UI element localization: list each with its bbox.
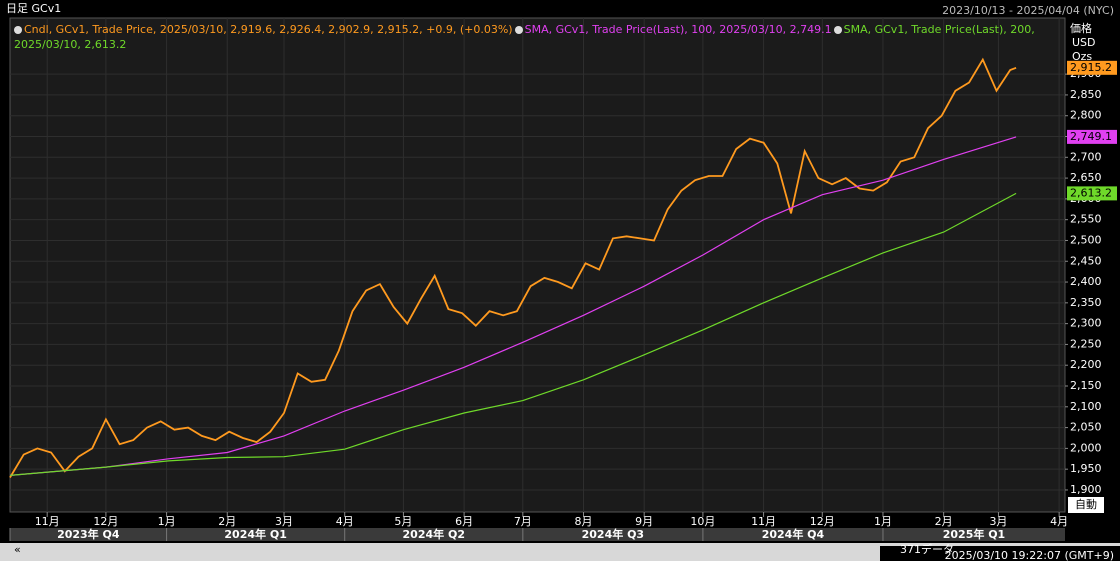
x-tick-label: 9月 — [635, 515, 653, 528]
plot-area — [9, 17, 1066, 513]
x-tick-label: 5月 — [394, 515, 412, 528]
last-value-label: 2,749.1 — [1070, 130, 1112, 143]
series-line — [9, 57, 1017, 478]
x-tick-label: 1月 — [158, 515, 176, 528]
y-tick-label: 2,700 — [1070, 150, 1102, 163]
scroll-left[interactable]: « — [14, 543, 21, 556]
quarter-bar — [10, 528, 1065, 541]
y-tick-label: 2,350 — [1070, 296, 1102, 309]
y-tick-label: 1,900 — [1070, 483, 1102, 496]
legend-text: Cndl, GCv1, Trade Price, 2025/03/10, 2,9… — [24, 23, 513, 36]
header-bar — [0, 0, 1120, 17]
x-tick-label: 2月 — [935, 515, 953, 528]
legend-icon[interactable] — [14, 26, 22, 34]
axis-header: 価格 — [1070, 21, 1092, 35]
legend-item[interactable]: SMA, GCv1, Trade Price(Last), 200, 2025/… — [14, 23, 1035, 51]
scale-mode-button[interactable] — [1068, 497, 1104, 513]
y-tick-label: 2,850 — [1070, 88, 1102, 101]
y-tick-label: 1,950 — [1070, 462, 1102, 475]
x-tick-label: 8月 — [574, 515, 592, 528]
legend-text: SMA, GCv1, Trade Price(Last), 100, 2025/… — [524, 23, 832, 36]
quarter-label: 2024年 Q2 — [403, 527, 465, 541]
last-value-tag — [1067, 186, 1117, 201]
legend-text: SMA, GCv1, Trade Price(Last), 200, 2025/… — [14, 23, 1035, 51]
axis-header: Ozs — [1072, 50, 1092, 63]
y-tick-label: 2,300 — [1070, 317, 1102, 330]
y-tick-label: 2,500 — [1070, 233, 1102, 246]
status-box — [880, 546, 1120, 561]
series-line — [9, 192, 1017, 476]
axis-header: USD — [1072, 36, 1096, 49]
scroll-bar[interactable] — [0, 543, 1120, 561]
legend-item[interactable]: SMA, GCv1, Trade Price(Last), 100, 2025/… — [514, 23, 832, 36]
quarter-label: 2024年 Q4 — [762, 527, 825, 541]
quarter-label: 2025年 Q1 — [943, 527, 1005, 541]
timestamp: 2025/03/10 19:22:07 (GMT+9) — [945, 549, 1114, 561]
x-tick-label: 12月 — [810, 515, 835, 528]
y-tick-label: 2,000 — [1070, 441, 1102, 454]
quarter-label: 2024年 Q3 — [582, 527, 644, 541]
x-tick-label: 11月 — [751, 515, 776, 528]
x-tick-label: 3月 — [989, 515, 1007, 528]
last-value-tag — [1067, 60, 1117, 75]
x-tick-label: 12月 — [93, 515, 118, 528]
last-value-label: 2,915.2 — [1070, 61, 1112, 74]
y-tick-label: 2,400 — [1070, 275, 1102, 288]
legend-icon[interactable] — [514, 26, 523, 34]
x-tick-label: 3月 — [275, 515, 293, 528]
y-tick-label: 2,250 — [1070, 337, 1102, 350]
scale-mode[interactable]: 自動 — [1075, 497, 1097, 511]
y-tick-label: 2,150 — [1070, 379, 1102, 392]
last-value-tag — [1067, 129, 1117, 144]
y-tick-label: 2,650 — [1070, 171, 1102, 184]
x-tick-label: 2月 — [218, 515, 236, 528]
x-tick-label: 10月 — [690, 515, 715, 528]
x-tick-label: 7月 — [514, 515, 532, 528]
y-tick-label: 2,050 — [1070, 421, 1102, 434]
legend: Cndl, GCv1, Trade Price, 2025/03/10, 2,9… — [14, 22, 1059, 52]
y-tick-label: 2,450 — [1070, 254, 1102, 267]
legend-item[interactable]: Cndl, GCv1, Trade Price, 2025/03/10, 2,9… — [14, 23, 513, 36]
y-tick-label: 2,800 — [1070, 109, 1102, 122]
chart-title: 日足 GCv1 — [6, 2, 61, 15]
x-tick-label: 4月 — [336, 515, 354, 528]
quarter-label: 2023年 Q4 — [57, 527, 120, 541]
y-tick-label: 2,200 — [1070, 358, 1102, 371]
y-tick-label: 2,100 — [1070, 400, 1102, 413]
series-line — [9, 136, 1017, 476]
last-value-label: 2,613.2 — [1070, 186, 1112, 199]
date-range: 2023/10/13 - 2025/04/04 (NYC) — [942, 4, 1114, 17]
x-tick-label: 11月 — [35, 515, 60, 528]
legend-icon[interactable] — [833, 26, 842, 34]
x-tick-label: 1月 — [874, 515, 892, 528]
data-count: 371データ — [900, 542, 954, 556]
y-tick-label: 2,550 — [1070, 213, 1102, 226]
x-tick-label: 4月 — [1050, 515, 1068, 528]
quarter-label: 2024年 Q1 — [224, 527, 286, 541]
x-tick-label: 6月 — [455, 515, 473, 528]
